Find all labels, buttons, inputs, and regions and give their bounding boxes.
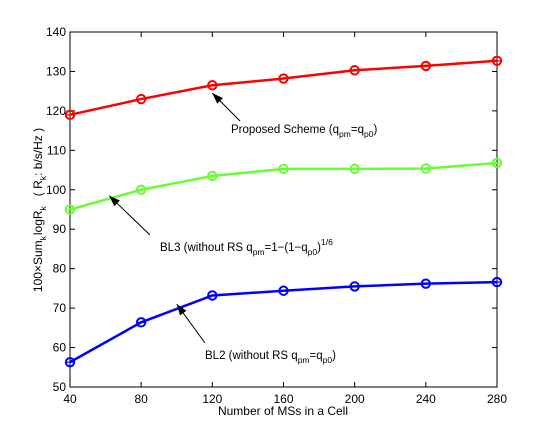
data-point xyxy=(135,317,147,328)
y-tick-label: 130 xyxy=(46,64,66,78)
x-tick-label: 280 xyxy=(487,392,507,406)
y-tick-label: 140 xyxy=(46,25,66,39)
data-point xyxy=(491,55,503,66)
y-tick-label: 100 xyxy=(46,183,66,197)
y-tick-label: 120 xyxy=(46,104,66,118)
y-axis: 50 60 70 80 90 100 110 120 130 140 xyxy=(46,25,497,394)
x-tick-label: 200 xyxy=(345,392,365,406)
annotation-arrowhead xyxy=(109,195,120,207)
svg-text:100×SumklogRk( Rk: b/s/Hz ): 100×SumklogRk( Rk: b/s/Hz ) xyxy=(31,128,48,292)
plot-area xyxy=(69,31,498,388)
data-point xyxy=(349,65,360,76)
data-point xyxy=(420,278,432,289)
annotation-bl2-label: BL2 (without RS qpm=qp0) xyxy=(205,350,336,365)
data-point xyxy=(207,80,218,91)
data-point xyxy=(420,60,432,72)
data-point xyxy=(64,109,76,121)
data-point xyxy=(207,290,218,301)
annotation-arrowhead xyxy=(176,304,187,316)
series-group xyxy=(64,55,503,368)
y-tick-label: 70 xyxy=(53,301,67,315)
data-point xyxy=(64,356,76,368)
x-tick-label: 80 xyxy=(134,392,148,406)
annotation-bl2: BL2 (without RS qpm=qp0) xyxy=(176,303,336,365)
data-point xyxy=(135,184,147,195)
y-tick-label: 60 xyxy=(53,341,67,355)
data-point xyxy=(349,281,360,292)
y-axis-label: 100×SumklogRk( Rk: b/s/Hz ) xyxy=(31,128,48,292)
data-point xyxy=(278,73,289,84)
data-point xyxy=(278,163,289,175)
x-tick-label: 160 xyxy=(273,392,293,406)
data-point xyxy=(491,276,503,288)
x-tick-label: 40 xyxy=(63,392,77,406)
data-point xyxy=(207,170,218,182)
data-point xyxy=(135,93,147,105)
annotation-proposed: Proposed Scheme (qpm=qp0) xyxy=(211,92,377,139)
x-tick-label: 120 xyxy=(202,392,222,406)
data-point xyxy=(491,157,503,169)
data-point xyxy=(420,163,432,174)
x-axis: 40 80 120 160 200 240 280 xyxy=(63,32,507,406)
annotation-proposed-label: Proposed Scheme (qpm=qp0) xyxy=(231,124,377,139)
annotation-bl3-label: BL3 (without RS qpm=1−(1−qp0)1/6 xyxy=(160,237,333,257)
y-tick-label: 80 xyxy=(53,262,67,276)
x-tick-label: 240 xyxy=(416,392,436,406)
x-axis-label: Number of MSs in a Cell xyxy=(218,404,348,418)
data-point xyxy=(278,285,289,296)
y-tick-label: 50 xyxy=(53,380,67,394)
annotation-bl3: BL3 (without RS qpm=1−(1−qp0)1/6 xyxy=(108,195,333,257)
annotation-arrowhead xyxy=(212,93,223,104)
y-tick-label: 110 xyxy=(47,143,66,157)
y-tick-label: 90 xyxy=(53,222,67,236)
data-point xyxy=(349,163,360,175)
data-point xyxy=(64,204,76,215)
